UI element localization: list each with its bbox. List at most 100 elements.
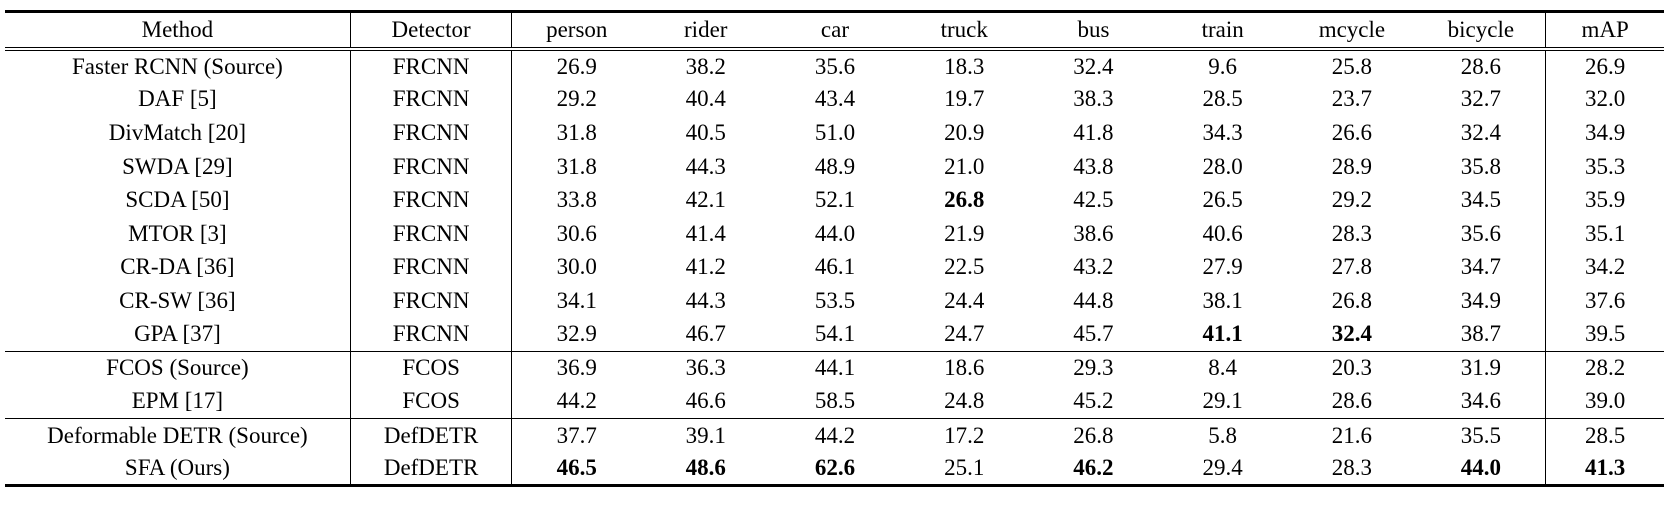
cell-train: 29.4 (1158, 452, 1288, 488)
cell-detector: DefDETR (350, 452, 513, 488)
cell-train: 5.8 (1158, 418, 1288, 453)
cell-method: CR-SW [36] (5, 284, 351, 318)
cell-map: 35.9 (1585, 187, 1626, 213)
cell-bus: 43.2 (1073, 254, 1114, 280)
cell-mcycle: 28.9 (1331, 153, 1373, 179)
cell-detector: FRCNN (350, 284, 513, 318)
header-rider: rider (641, 10, 771, 51)
cell-map: 34.2 (1585, 254, 1626, 280)
table-row: SFA (Ours) DefDETR 46.5 48.6 62.6 25.1 46.2 29.… (5, 452, 1664, 488)
cell-person: 34.1 (556, 287, 597, 313)
results-table: Method Detector person rider car truck b… (5, 10, 1664, 488)
cell-detector: FCOS (350, 350, 513, 385)
cell-car: 44.2 (770, 418, 900, 453)
cell-bus: 43.8 (1073, 153, 1114, 179)
header-detector: Detector (350, 10, 513, 51)
cell-person: 32.9 (556, 321, 597, 347)
cell-train: 26.5 (1202, 187, 1243, 213)
cell-truck: 26.8 (944, 187, 985, 213)
cell-car: 53.5 (814, 287, 856, 313)
cell-bicycle: 34.6 (1416, 384, 1547, 419)
cell-train: 28.0 (1202, 153, 1243, 179)
cell-method: GPA [37] (5, 317, 351, 352)
header-truck: truck (899, 10, 1029, 51)
cell-detector: FRCNN (350, 116, 513, 150)
cell-train: 29.1 (1202, 388, 1243, 414)
cell-bicycle: 28.6 (1416, 49, 1547, 83)
table-row: SWDA [29] FRCNN 31.8 44.3 48.9 21.0 43.8 28.0 28… (5, 149, 1664, 184)
cell-mcycle: 28.3 (1287, 452, 1417, 488)
table-row: DAF [5] FRCNN 29.2 40.4 43.4 19.7 38.3 28.5 23.7… (5, 82, 1664, 117)
cell-bicycle: 34.7 (1416, 250, 1547, 285)
header-bicycle: bicycle (1416, 10, 1547, 51)
cell-method: CR-DA [36] (5, 250, 351, 285)
cell-train: 40.6 (1202, 220, 1243, 246)
cell-rider: 36.3 (641, 350, 771, 385)
cell-detector: FRCNN (350, 82, 513, 117)
table-row: CR-SW [36] FRCNN 34.1 44.3 53.5 24.4 44.8 38.1 2… (5, 284, 1664, 318)
cell-car: 35.6 (814, 53, 856, 79)
header-train: train (1158, 10, 1288, 51)
cell-map: 41.3 (1545, 452, 1664, 488)
cell-bicycle: 35.5 (1416, 418, 1547, 453)
cell-train: 28.5 (1202, 86, 1243, 112)
cell-bus: 45.2 (1073, 388, 1114, 414)
cell-train: 9.6 (1208, 53, 1238, 79)
table-row: DivMatch [20] FRCNN 31.8 40.5 51.0 20.9 41.8 34… (5, 116, 1664, 150)
cell-person: 31.8 (556, 119, 597, 145)
cell-bicycle: 35.6 (1416, 216, 1547, 251)
cell-rider: 41.4 (685, 220, 726, 246)
cell-map: 32.0 (1585, 86, 1626, 112)
cell-person: 31.8 (556, 153, 597, 179)
table-row: GPA [37] FRCNN 32.9 46.7 54.1 24.7 45.7 41.1 32.… (5, 317, 1664, 352)
cell-method: SFA (Ours) (5, 452, 351, 488)
cell-bicycle: 44.0 (1416, 452, 1547, 488)
cell-car: 62.6 (770, 452, 900, 488)
cell-truck: 19.7 (944, 86, 985, 112)
cell-person: 44.2 (556, 388, 597, 414)
cell-map: 35.3 (1585, 153, 1626, 179)
cell-rider: 38.2 (685, 53, 726, 79)
cell-method: EPM [17] (5, 384, 351, 419)
cell-train: 27.9 (1202, 254, 1243, 280)
cell-person: 30.6 (556, 220, 597, 246)
cell-mcycle: 26.6 (1331, 119, 1373, 145)
header-mcycle: mcycle (1287, 10, 1417, 51)
cell-map: 28.2 (1545, 350, 1664, 385)
cell-bus: 45.7 (1073, 321, 1114, 347)
cell-method: SCDA [50] (5, 183, 351, 217)
cell-person: 26.9 (556, 53, 597, 79)
cell-mcycle: 26.8 (1331, 287, 1373, 313)
cell-bus: 38.3 (1073, 86, 1114, 112)
cell-detector: FCOS (350, 384, 513, 419)
cell-car: 46.1 (814, 254, 856, 280)
cell-rider: 42.1 (685, 187, 726, 213)
cell-rider: 44.3 (685, 287, 726, 313)
cell-bus: 44.8 (1073, 287, 1114, 313)
cell-method: DivMatch [20] (5, 116, 351, 150)
cell-bus: 29.3 (1028, 350, 1159, 385)
cell-rider: 48.6 (641, 452, 771, 488)
cell-person: 37.7 (511, 418, 642, 453)
cell-car: 58.5 (814, 388, 856, 414)
cell-method: SWDA [29] (5, 149, 351, 184)
cell-map: 35.1 (1585, 220, 1626, 246)
cell-rider: 46.7 (685, 321, 726, 347)
cell-rider: 39.1 (641, 418, 771, 453)
cell-detector: FRCNN (350, 149, 513, 184)
cell-map: 26.9 (1585, 53, 1626, 79)
cell-rider: 40.4 (685, 86, 726, 112)
table-row: CR-DA [36] FRCNN 30.0 41.2 46.1 22.5 43.2 27.9 2… (5, 250, 1664, 285)
cell-mcycle: 27.8 (1331, 254, 1373, 280)
cell-person: 30.0 (556, 254, 597, 280)
cell-bus: 46.2 (1028, 452, 1159, 488)
cell-detector: FRCNN (350, 183, 513, 217)
cell-truck: 24.4 (944, 287, 985, 313)
cell-bicycle: 32.7 (1416, 82, 1547, 117)
header-person: person (511, 10, 642, 51)
cell-method: Deformable DETR (Source) (5, 418, 351, 453)
cell-mcycle: 23.7 (1331, 86, 1373, 112)
cell-method: Faster RCNN (Source) (5, 49, 351, 83)
cell-car: 54.1 (814, 321, 856, 347)
cell-truck: 24.8 (944, 388, 985, 414)
